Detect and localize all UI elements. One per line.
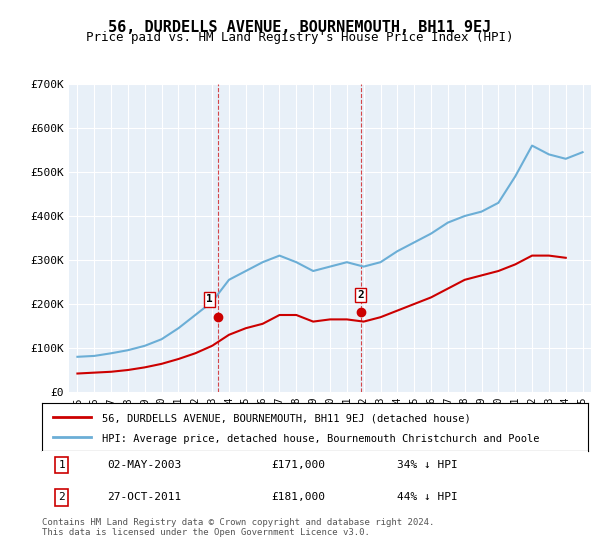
Text: 34% ↓ HPI: 34% ↓ HPI (397, 460, 458, 470)
Text: 44% ↓ HPI: 44% ↓ HPI (397, 492, 458, 502)
Text: HPI: Average price, detached house, Bournemouth Christchurch and Poole: HPI: Average price, detached house, Bour… (102, 435, 539, 445)
Text: 56, DURDELLS AVENUE, BOURNEMOUTH, BH11 9EJ (detached house): 56, DURDELLS AVENUE, BOURNEMOUTH, BH11 9… (102, 413, 471, 423)
Text: £181,000: £181,000 (271, 492, 325, 502)
Text: 02-MAY-2003: 02-MAY-2003 (107, 460, 182, 470)
Text: Price paid vs. HM Land Registry's House Price Index (HPI): Price paid vs. HM Land Registry's House … (86, 31, 514, 44)
Text: 2: 2 (358, 290, 364, 300)
Text: £171,000: £171,000 (271, 460, 325, 470)
Text: Contains HM Land Registry data © Crown copyright and database right 2024.
This d: Contains HM Land Registry data © Crown c… (42, 518, 434, 538)
Text: 27-OCT-2011: 27-OCT-2011 (107, 492, 182, 502)
Text: 56, DURDELLS AVENUE, BOURNEMOUTH, BH11 9EJ: 56, DURDELLS AVENUE, BOURNEMOUTH, BH11 9… (109, 20, 491, 35)
Text: 1: 1 (58, 460, 65, 470)
Text: 1: 1 (206, 295, 212, 305)
Text: 2: 2 (58, 492, 65, 502)
